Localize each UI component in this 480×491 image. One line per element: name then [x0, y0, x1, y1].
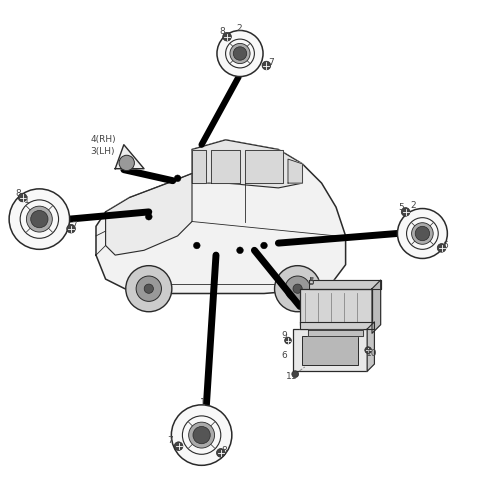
Circle shape	[144, 284, 154, 293]
Circle shape	[18, 193, 27, 202]
Text: 10: 10	[366, 349, 378, 358]
Circle shape	[174, 442, 183, 450]
Circle shape	[193, 427, 210, 444]
Polygon shape	[309, 280, 381, 289]
Text: 9: 9	[281, 331, 287, 340]
Polygon shape	[245, 149, 283, 183]
Text: 8: 8	[219, 27, 225, 36]
Text: 6: 6	[443, 241, 448, 250]
Text: 8: 8	[222, 446, 228, 456]
Circle shape	[119, 155, 134, 170]
Polygon shape	[367, 322, 374, 371]
Circle shape	[415, 226, 430, 241]
Polygon shape	[372, 280, 381, 333]
Circle shape	[397, 209, 447, 258]
Circle shape	[262, 61, 271, 70]
Circle shape	[216, 449, 225, 457]
Text: 6: 6	[281, 352, 287, 360]
Circle shape	[67, 224, 75, 233]
Circle shape	[193, 242, 200, 249]
Text: 5: 5	[308, 277, 314, 286]
Text: 8: 8	[15, 189, 21, 198]
Text: 2: 2	[410, 201, 416, 210]
Text: 5: 5	[398, 203, 404, 212]
Text: 1: 1	[200, 398, 205, 408]
Circle shape	[217, 30, 263, 77]
Text: 11: 11	[286, 372, 298, 381]
Circle shape	[189, 422, 215, 448]
Circle shape	[171, 405, 232, 465]
Circle shape	[401, 208, 410, 216]
Circle shape	[26, 206, 52, 232]
Circle shape	[365, 347, 372, 354]
Circle shape	[126, 266, 172, 312]
Polygon shape	[308, 330, 363, 336]
Text: 7: 7	[168, 436, 173, 445]
FancyBboxPatch shape	[293, 329, 367, 371]
Circle shape	[136, 276, 161, 301]
Text: 7: 7	[268, 57, 274, 67]
Polygon shape	[106, 173, 192, 255]
Circle shape	[261, 242, 267, 249]
Circle shape	[285, 276, 310, 301]
Circle shape	[174, 175, 181, 182]
Circle shape	[411, 223, 433, 245]
Circle shape	[233, 47, 247, 60]
Polygon shape	[192, 149, 206, 183]
Polygon shape	[96, 140, 346, 294]
Circle shape	[437, 244, 446, 252]
Text: 1: 1	[24, 196, 30, 205]
Text: 2: 2	[236, 24, 242, 33]
Polygon shape	[211, 149, 240, 183]
Polygon shape	[288, 159, 302, 183]
Circle shape	[285, 337, 291, 344]
Circle shape	[145, 214, 152, 220]
Text: 4(RH): 4(RH)	[90, 136, 116, 144]
Polygon shape	[300, 322, 374, 329]
FancyBboxPatch shape	[300, 289, 372, 325]
Circle shape	[293, 284, 302, 293]
Circle shape	[275, 266, 321, 312]
Polygon shape	[192, 140, 302, 188]
Circle shape	[237, 247, 243, 254]
Text: 7: 7	[72, 221, 77, 230]
Circle shape	[292, 371, 299, 378]
Circle shape	[230, 43, 250, 63]
FancyBboxPatch shape	[302, 336, 358, 364]
Circle shape	[9, 189, 70, 249]
Circle shape	[31, 211, 48, 228]
Text: 5: 5	[308, 278, 314, 287]
Circle shape	[223, 32, 231, 41]
Polygon shape	[115, 145, 144, 169]
Text: 3(LH): 3(LH)	[90, 147, 115, 156]
